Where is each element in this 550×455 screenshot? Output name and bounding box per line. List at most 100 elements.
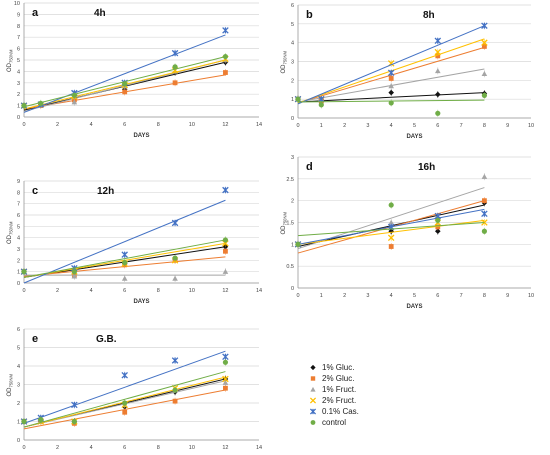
data-point (387, 69, 395, 77)
legend-label: 1% Gluc. (322, 363, 355, 372)
x-tick-label: 2 (343, 293, 346, 299)
legend-item: 0.1% Cas. (308, 406, 418, 417)
data-point (71, 92, 77, 98)
x-tick-label: 10 (528, 293, 534, 299)
x-tick-label: 7 (460, 123, 463, 129)
x-tick-label: 6 (436, 123, 439, 129)
y-axis-title: OD750NM (7, 221, 14, 244)
data-point (223, 385, 228, 391)
data-point (435, 110, 441, 116)
y-tick-label: 5 (291, 22, 294, 28)
y-tick-label: 0.5 (286, 264, 294, 270)
data-point (435, 68, 441, 74)
legend: 1% Gluc. 2% Gluc. 1% Fruct. 2% Fruct. 0.… (308, 362, 418, 428)
data-point (481, 228, 487, 234)
data-point (222, 375, 229, 383)
data-point (295, 96, 301, 102)
data-point (122, 89, 128, 95)
x-tick-label: 5 (413, 123, 416, 129)
data-point (222, 53, 229, 60)
data-point (222, 186, 229, 194)
panel-letter: b (306, 9, 313, 21)
panel-title: 16h (418, 162, 435, 173)
x-tick-label: 4 (90, 445, 93, 451)
y-tick-label: 1 (17, 420, 20, 426)
data-point (71, 273, 78, 279)
legend-label: 2% Gluc. (322, 374, 355, 383)
x-tick-label: 3 (366, 123, 369, 129)
legend-marker-shape (310, 364, 316, 371)
panel-title: G.B. (96, 334, 117, 345)
x-tick-label: 8 (483, 293, 486, 299)
y-tick-label: 8 (17, 24, 20, 30)
y-tick-label: 0 (17, 115, 20, 121)
y-tick-label: 2 (17, 92, 20, 98)
y-tick-label: 3 (17, 383, 20, 389)
data-point (481, 22, 488, 29)
trendline (297, 92, 485, 103)
chart-panel-d: 0 0.5 1 1.5 2 2.5 3 0 1 2 3 4 5 6 7 8 9 10 DAYS OD750NM d 16h (281, 155, 534, 310)
data-point (122, 409, 128, 415)
panel-letter: c (32, 185, 38, 197)
y-tick-label: 2.5 (286, 177, 294, 183)
data-point (21, 103, 27, 109)
panel-title: 8h (423, 10, 435, 21)
x-tick-label: 12 (222, 122, 228, 128)
y-tick-label: 8 (17, 190, 20, 196)
data-point (172, 275, 178, 281)
legend-label: 0.1% Cas. (322, 407, 359, 416)
y-tick-label: 0 (291, 286, 294, 292)
x-tick-label: 2 (56, 288, 59, 294)
x-tick-label: 8 (157, 288, 160, 294)
data-point (38, 100, 44, 106)
data-point (121, 371, 128, 379)
y-tick-label: 9 (17, 179, 20, 185)
legend-label: 1% Fruct. (322, 385, 357, 394)
y-tick-label: 4 (17, 236, 20, 242)
x-tick-label: 2 (56, 445, 59, 451)
data-point (318, 95, 325, 103)
y-tick-label: 1 (17, 270, 20, 276)
legend-item: 2% Gluc. (308, 373, 418, 384)
x-tick-label: 8 (157, 122, 160, 128)
data-point (295, 241, 301, 247)
legend-marker-icon (310, 420, 316, 425)
y-tick-label: 3 (17, 81, 20, 87)
legend-marker-shape (310, 420, 316, 425)
data-point (481, 210, 488, 218)
y-tick-label: 7 (17, 202, 20, 208)
x-axis-title: DAYS (133, 299, 149, 305)
data-point (435, 224, 441, 230)
legend-marker-shape (310, 386, 316, 392)
y-tick-label: 1 (291, 242, 294, 248)
data-point (318, 102, 324, 108)
x-tick-label: 10 (189, 122, 195, 128)
legend-item: control (308, 417, 418, 428)
legend-label: control (322, 418, 347, 427)
x-tick-label: 12 (222, 288, 228, 294)
x-tick-label: 0 (296, 123, 299, 129)
data-point (222, 359, 229, 365)
data-point (388, 76, 394, 81)
x-tick-label: 0 (296, 293, 299, 299)
x-tick-label: 4 (90, 288, 93, 294)
legend-marker-icon (310, 386, 316, 392)
y-tick-label: 2 (17, 401, 20, 407)
y-axis-title: OD750NM (7, 49, 14, 72)
x-tick-label: 6 (123, 288, 126, 294)
data-point (388, 83, 394, 89)
x-tick-label: 10 (189, 288, 195, 294)
data-point (121, 251, 128, 258)
legend-marker-1-gluc (308, 362, 322, 373)
y-tick-label: 1 (291, 97, 294, 103)
data-point (388, 202, 394, 208)
data-point (223, 248, 228, 254)
data-point (71, 99, 78, 105)
data-point (71, 418, 77, 425)
data-point (172, 255, 178, 261)
data-point (38, 417, 44, 423)
x-tick-label: 8 (483, 123, 486, 129)
data-point (222, 237, 229, 243)
x-tick-label: 6 (123, 122, 126, 128)
y-axis-title: OD750NM (281, 211, 288, 234)
